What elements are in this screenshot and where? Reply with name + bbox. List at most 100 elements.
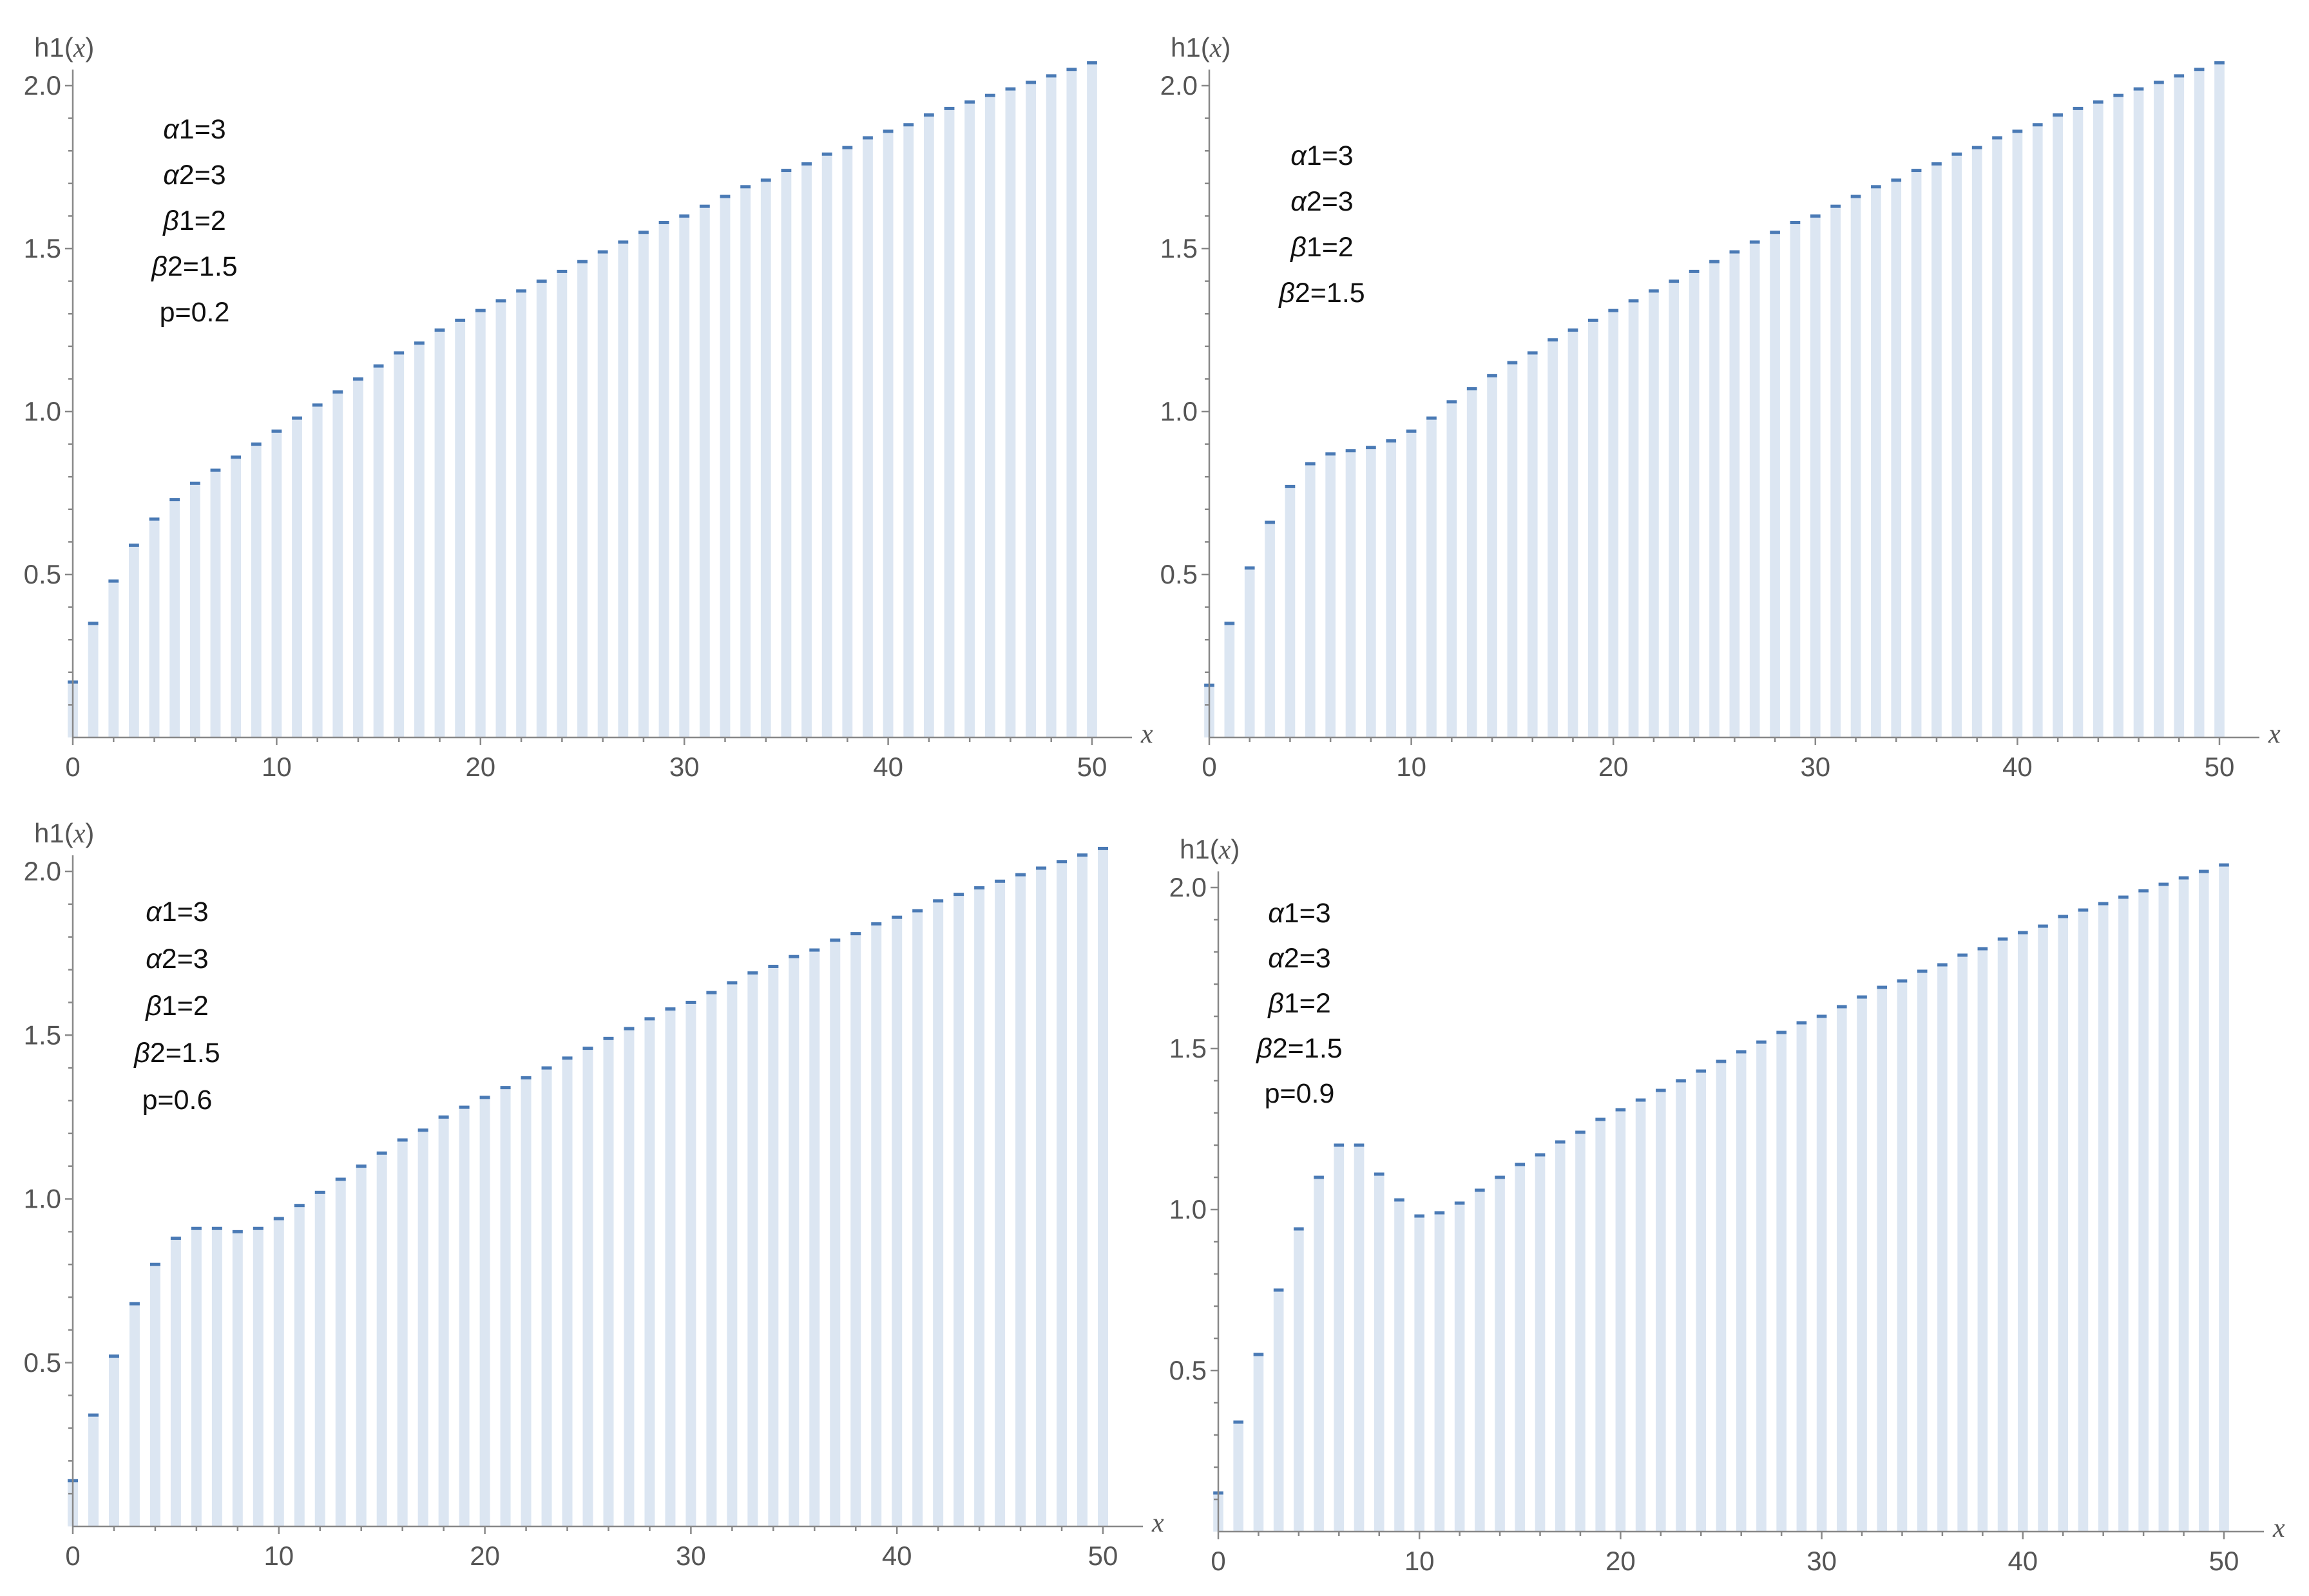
bar-cap-x50 [1098,846,1108,850]
bar-x37 [1957,955,1968,1532]
y-axis-title-var: x [1218,835,1231,865]
bar-x29 [658,222,669,737]
bar-x47 [1036,868,1047,1526]
annotation-value: 1=3 [162,897,209,927]
bar-x28 [1770,232,1780,737]
annotation-value: 1=3 [179,114,226,145]
bar-cap-x37 [1957,953,1968,957]
bar-x34 [1891,180,1902,737]
y-axis-title-var: x [1209,33,1222,63]
bar-x45 [2113,95,2124,737]
y-tick-label: 2.0 [24,856,61,886]
bar-x19 [459,1107,470,1526]
y-tick-label: 1.5 [1160,233,1198,263]
bar-x20 [479,1097,490,1526]
parameter-annotation: α1=3 [1290,140,1353,171]
bar-cap-x17 [1555,1140,1566,1144]
bar-cap-x18 [1575,1130,1586,1134]
bar-x34 [760,180,771,737]
bar-cap-x19 [1588,318,1598,322]
bar-cap-x21 [1628,299,1639,303]
y-axis-title-prefix: h1( [1180,834,1219,864]
bar-x34 [768,966,779,1526]
bar-cap-x32 [720,195,731,198]
bar-cap-x44 [964,100,975,104]
bar-x38 [842,147,853,737]
bar-x26 [1736,1052,1747,1532]
bar-cap-x28 [1770,231,1780,234]
bar-x49 [2198,871,2209,1532]
bar-x18 [1575,1132,1586,1532]
x-tick-label: 30 [669,752,700,782]
y-axis-title-suffix: ) [1231,834,1240,864]
bar-cap-x20 [479,1096,490,1099]
bar-x19 [1595,1119,1605,1532]
annotation-symbol: α [1268,898,1285,929]
bar-cap-x10 [1414,1214,1425,1218]
bar-cap-x47 [2158,882,2169,886]
bar-cap-x27 [618,240,629,244]
bar-x45 [995,881,1006,1526]
bar-x23 [541,1068,552,1526]
bar-cap-x39 [1997,937,2008,941]
bar-cap-x32 [727,981,738,985]
bar-cap-x40 [2012,129,2023,133]
bar-x26 [603,1038,614,1526]
annotation-value: 2=1.5 [168,251,238,282]
parameter-annotation: α1=3 [163,114,225,145]
bar-x21 [1628,300,1639,738]
bar-cap-x48 [1046,74,1057,78]
bar-x31 [1830,206,1841,738]
annotation-value: 1=2 [162,991,209,1021]
x-tick-label: 20 [470,1541,500,1571]
bar-x36 [809,950,820,1526]
bar-x3 [129,545,139,737]
bar-x4 [149,518,160,737]
bar-x41 [2032,124,2043,738]
bar-x2 [1244,567,1255,737]
bar-x36 [1931,164,1942,737]
bar-cap-x17 [417,1128,428,1132]
x-tick-label: 50 [1088,1541,1118,1571]
bar-cap-x22 [1656,1088,1666,1092]
bar-x30 [679,216,690,737]
bar-x16 [1527,352,1538,737]
bar-cap-x3 [1265,520,1275,524]
bar-cap-x41 [903,123,914,127]
bar-cap-x36 [1937,963,1948,967]
bar-x38 [1977,949,1988,1532]
bar-x3 [129,1304,140,1526]
bar-cap-x8 [1366,446,1376,450]
bar-x22 [1649,290,1659,737]
bar-x44 [974,888,985,1526]
bar-cap-x35 [781,169,792,173]
bar-cap-x43 [953,893,964,897]
annotation-value: 1=2 [1307,232,1354,263]
annotation-symbol: β [1267,988,1284,1019]
bar-x27 [1749,242,1760,737]
bar-x16 [397,1139,408,1526]
bar-x43 [2078,910,2089,1532]
bar-cap-x26 [1736,1050,1747,1054]
bar-cap-x38 [842,146,853,149]
bar-cap-x28 [638,231,649,234]
bar-cap-x40 [883,129,894,133]
bar-cap-x28 [644,1017,655,1021]
bar-x37 [821,154,832,737]
bar-cap-x12 [1446,400,1457,404]
x-axis-title: x [1140,719,1153,749]
bar-cap-x33 [1877,985,1888,989]
bar-x22 [521,1078,532,1526]
parameter-annotation: β2=1.5 [1278,278,1365,309]
bar-cap-x1 [1224,622,1235,625]
y-tick-label: 1.0 [1169,1194,1207,1224]
bar-x11 [292,418,302,737]
bar-cap-x39 [871,922,882,926]
y-tick-label: 1.0 [24,396,61,426]
bar-cap-x2 [1253,1353,1264,1356]
bar-cap-x46 [1005,87,1016,91]
bar-cap-x6 [191,1226,202,1230]
bar-cap-x42 [2053,113,2063,117]
bar-cap-x36 [1931,162,1942,166]
bar-cap-x35 [1917,969,1928,973]
